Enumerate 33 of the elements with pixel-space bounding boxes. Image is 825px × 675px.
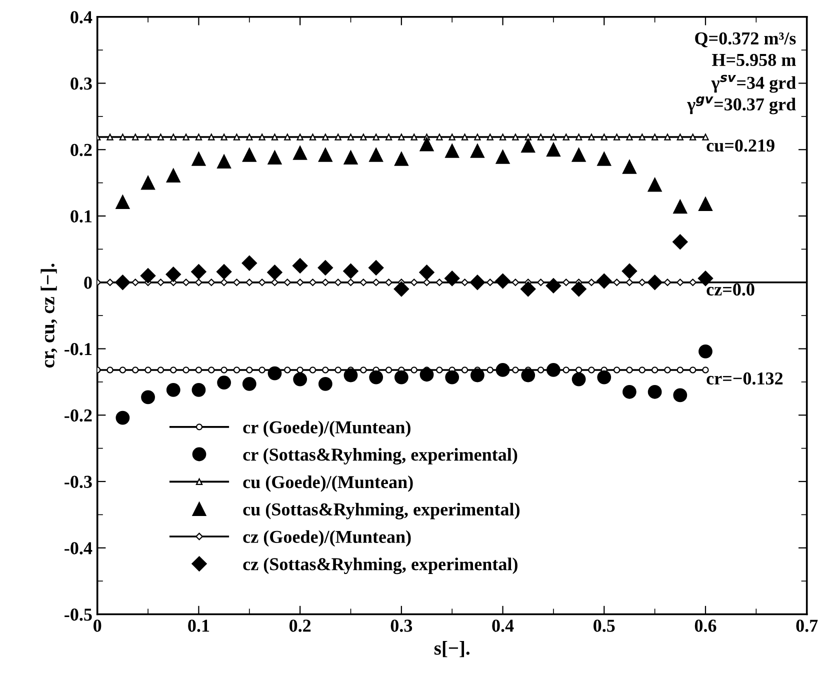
x-tick-label: 0.2	[289, 620, 311, 632]
y-tick-label: -0.2	[64, 409, 92, 422]
y-tick-label: 0.2	[70, 144, 92, 156]
annotation: H=5.958 m	[712, 54, 796, 66]
x-tick-label: 0.6	[694, 620, 716, 632]
y-tick-label: 0.1	[70, 210, 92, 223]
annotation: γ$^{gv}$=30.37 grd	[687, 96, 796, 114]
y-axis-title: cr, cu, cz [−].	[40, 264, 58, 368]
legend-label: cu (Goede)/(Muntean)	[243, 475, 413, 492]
annotation: cr=−0.132	[706, 372, 783, 385]
x-tick-label: 0.5	[594, 620, 615, 632]
x-tick-label: 0.3	[390, 620, 412, 632]
x-axis-title: s[−].	[434, 641, 470, 658]
y-tick-label: 0.3	[70, 78, 92, 90]
legend-label: cr (Sottas&Ryhming, experimental)	[243, 448, 518, 465]
y-tick-label: 0.4	[70, 11, 92, 24]
legend-label: cz (Goede)/(Muntean)	[243, 530, 411, 547]
x-tick-label: 0.7	[796, 620, 818, 632]
annotation: γ$^{sv}$=34 grd	[711, 74, 796, 93]
x-tick-label: 0	[94, 620, 102, 632]
legend-label: cu (Sottas&Ryhming, experimental)	[243, 502, 520, 520]
legend-label: cr (Goede)/(Muntean)	[243, 420, 410, 438]
x-tick-label: 0.4	[492, 620, 514, 632]
x-tick-label: 0.1	[188, 620, 210, 632]
y-tick-label: -0.5	[64, 608, 92, 621]
legend-label: cz (Sottas&Ryhming, experimental)	[243, 558, 518, 574]
annotation: cz=0.0	[706, 283, 754, 296]
y-tick-label: -0.1	[64, 343, 92, 356]
y-tick-label: -0.4	[64, 542, 92, 554]
annotation: Q=0.372 m³/s	[695, 32, 796, 48]
y-tick-label: -0.3	[64, 476, 92, 488]
y-tick-label: 0	[84, 276, 92, 289]
annotation: cu=0.219	[706, 139, 774, 152]
